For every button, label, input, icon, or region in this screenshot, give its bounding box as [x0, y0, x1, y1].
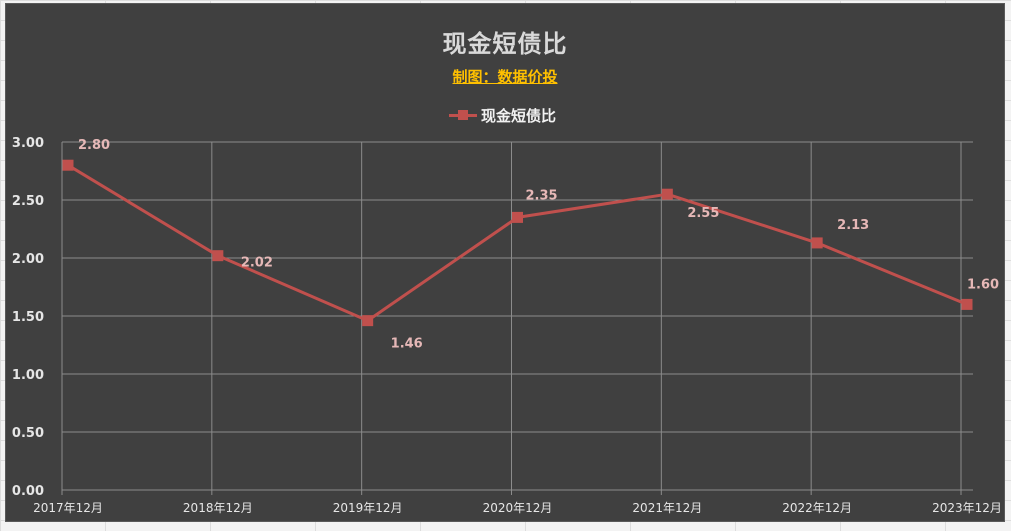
data-label: 2.55 [687, 206, 719, 221]
x-tick-label: 2023年12月 [932, 501, 1002, 515]
data-label: 2.13 [837, 218, 869, 233]
data-point-marker[interactable] [811, 237, 823, 249]
data-point-marker[interactable] [362, 315, 374, 327]
y-tick-label: 2.50 [12, 194, 44, 209]
data-point-marker[interactable] [62, 159, 74, 171]
y-tick-label: 0.50 [12, 426, 44, 441]
data-label: 2.80 [78, 138, 110, 153]
y-tick-label: 0.00 [12, 484, 44, 499]
x-tick-label: 2018年12月 [183, 501, 253, 515]
y-tick-label: 1.50 [12, 310, 44, 325]
data-label: 1.46 [391, 337, 423, 352]
data-point-marker[interactable] [212, 250, 224, 262]
x-tick-label: 2021年12月 [632, 501, 702, 515]
x-tick-label: 2020年12月 [483, 501, 553, 515]
y-tick-label: 3.00 [12, 136, 44, 151]
data-point-marker[interactable] [512, 211, 523, 223]
x-tick-label: 2017年12月 [33, 501, 103, 515]
chart-title: 现金短债比 [442, 30, 568, 58]
data-label: 2.35 [526, 188, 558, 203]
x-tick-label: 2022年12月 [782, 501, 852, 515]
data-point-marker[interactable] [961, 298, 973, 310]
plot-area[interactable]: 0.00 0.50 1.00 1.50 2.00 2.50 3.00 2017年12月 2018… [6, 4, 1006, 523]
data-label: 1.60 [967, 277, 999, 292]
y-tick-label: 2.00 [12, 252, 44, 267]
data-label: 2.02 [241, 256, 273, 271]
y-tick-label: 1.00 [12, 368, 44, 383]
legend-label: 现金短债比 [481, 106, 557, 125]
data-point-marker[interactable] [661, 188, 673, 200]
chart-legend[interactable]: 现金短债比 [449, 104, 556, 126]
chart-container[interactable]: 现金短债比 制图：数据价投 现金短债比 0.00 0.50 1.00 1.50 2.00… [5, 3, 1005, 522]
x-tick-label: 2019年12月 [333, 501, 403, 515]
chart-subtitle: 制图：数据价投 [452, 68, 558, 86]
series-line[interactable] [67, 163, 968, 323]
legend-line-marker-icon [449, 110, 477, 120]
